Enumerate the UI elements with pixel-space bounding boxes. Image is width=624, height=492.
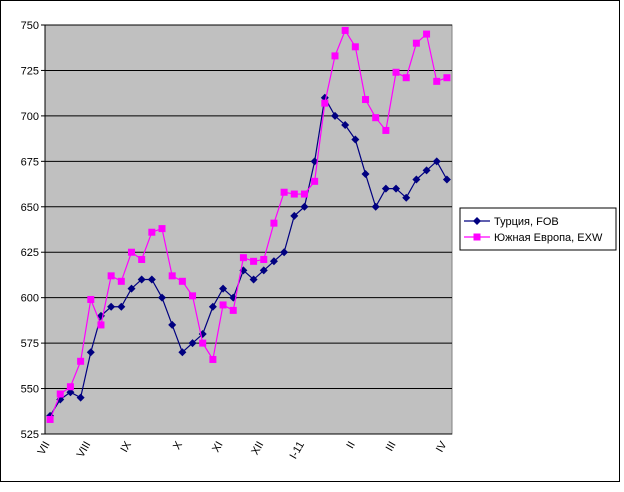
point-marker <box>442 175 451 184</box>
point-marker <box>178 348 187 357</box>
point-marker <box>402 74 410 82</box>
point-marker <box>219 301 227 309</box>
point-marker <box>443 74 451 82</box>
point-marker <box>138 255 146 263</box>
point-marker <box>433 77 441 85</box>
legend-label: Турция, FOB <box>494 216 559 228</box>
point-marker <box>269 257 278 266</box>
point-marker <box>372 114 380 122</box>
point-marker <box>76 393 85 402</box>
point-marker <box>402 193 411 202</box>
point-marker <box>199 339 207 347</box>
point-marker <box>321 99 329 107</box>
y-tick-label: 550 <box>21 384 39 396</box>
legend-box <box>459 207 617 251</box>
point-marker <box>158 225 166 233</box>
y-tick-label: 625 <box>21 247 39 259</box>
point-marker <box>361 170 370 179</box>
point-marker <box>189 292 197 300</box>
y-tick-label: 525 <box>21 429 39 441</box>
point-marker <box>362 96 370 104</box>
y-tick-label: 575 <box>21 338 39 350</box>
x-tick-label: II <box>344 440 357 451</box>
point-marker <box>423 30 431 38</box>
point-marker <box>300 202 309 211</box>
point-marker <box>381 184 390 193</box>
point-marker <box>270 219 278 227</box>
y-tick-label: 725 <box>21 65 39 77</box>
y-tick-label: 650 <box>21 202 39 214</box>
x-tick-label: XII <box>249 440 266 458</box>
point-marker <box>219 284 228 293</box>
point-marker <box>107 272 115 280</box>
point-marker <box>330 111 339 120</box>
point-marker <box>382 126 390 134</box>
point-marker <box>188 339 197 348</box>
point-marker <box>56 390 64 398</box>
point-marker <box>300 190 308 198</box>
point-marker <box>46 415 54 423</box>
series-line <box>49 29 448 420</box>
point-marker <box>208 302 217 311</box>
point-marker <box>229 306 237 314</box>
point-marker <box>473 217 481 225</box>
point-marker <box>77 357 85 365</box>
point-marker <box>107 302 116 311</box>
x-tick-label: VII <box>36 440 53 458</box>
series-line <box>49 95 448 417</box>
plot-area <box>44 24 453 435</box>
legend-label: Южная Европа, EXW <box>494 232 603 244</box>
point-marker <box>341 120 350 129</box>
point-marker <box>66 383 74 391</box>
point-marker <box>422 166 431 175</box>
point-marker <box>117 302 126 311</box>
point-marker <box>168 320 177 329</box>
point-marker <box>147 275 156 284</box>
point-marker <box>87 295 95 303</box>
y-tick-label: 600 <box>21 293 39 305</box>
point-marker <box>250 257 258 265</box>
point-marker <box>331 52 339 60</box>
point-marker <box>392 184 401 193</box>
point-marker <box>259 266 268 275</box>
point-marker <box>280 248 289 257</box>
point-marker <box>168 272 176 280</box>
y-tick-label: 750 <box>21 20 39 32</box>
point-marker <box>178 277 186 285</box>
legend: Турция, FOB Южная Европа, EXW <box>459 207 617 251</box>
point-marker <box>249 275 258 284</box>
point-marker <box>290 190 298 198</box>
point-marker <box>86 348 95 357</box>
point-marker <box>127 284 136 293</box>
point-marker <box>351 135 360 144</box>
point-marker <box>341 26 349 34</box>
point-marker <box>311 177 319 185</box>
point-marker <box>432 157 441 166</box>
point-marker <box>473 233 481 241</box>
point-marker <box>97 321 105 329</box>
point-marker <box>127 248 135 256</box>
point-marker <box>209 355 217 363</box>
point-marker <box>351 43 359 51</box>
point-marker <box>371 202 380 211</box>
y-tick-label: 700 <box>21 111 39 123</box>
point-marker <box>290 211 299 220</box>
point-marker <box>137 275 146 284</box>
x-tick-label: XI <box>210 440 226 455</box>
point-marker <box>412 39 420 47</box>
point-marker <box>158 293 167 302</box>
point-marker <box>117 277 125 285</box>
point-marker <box>148 228 156 236</box>
point-marker <box>392 68 400 76</box>
y-tick-label: 675 <box>21 156 39 168</box>
point-marker <box>239 254 247 262</box>
point-marker <box>280 188 288 196</box>
point-marker <box>412 175 421 184</box>
point-marker <box>260 255 268 263</box>
